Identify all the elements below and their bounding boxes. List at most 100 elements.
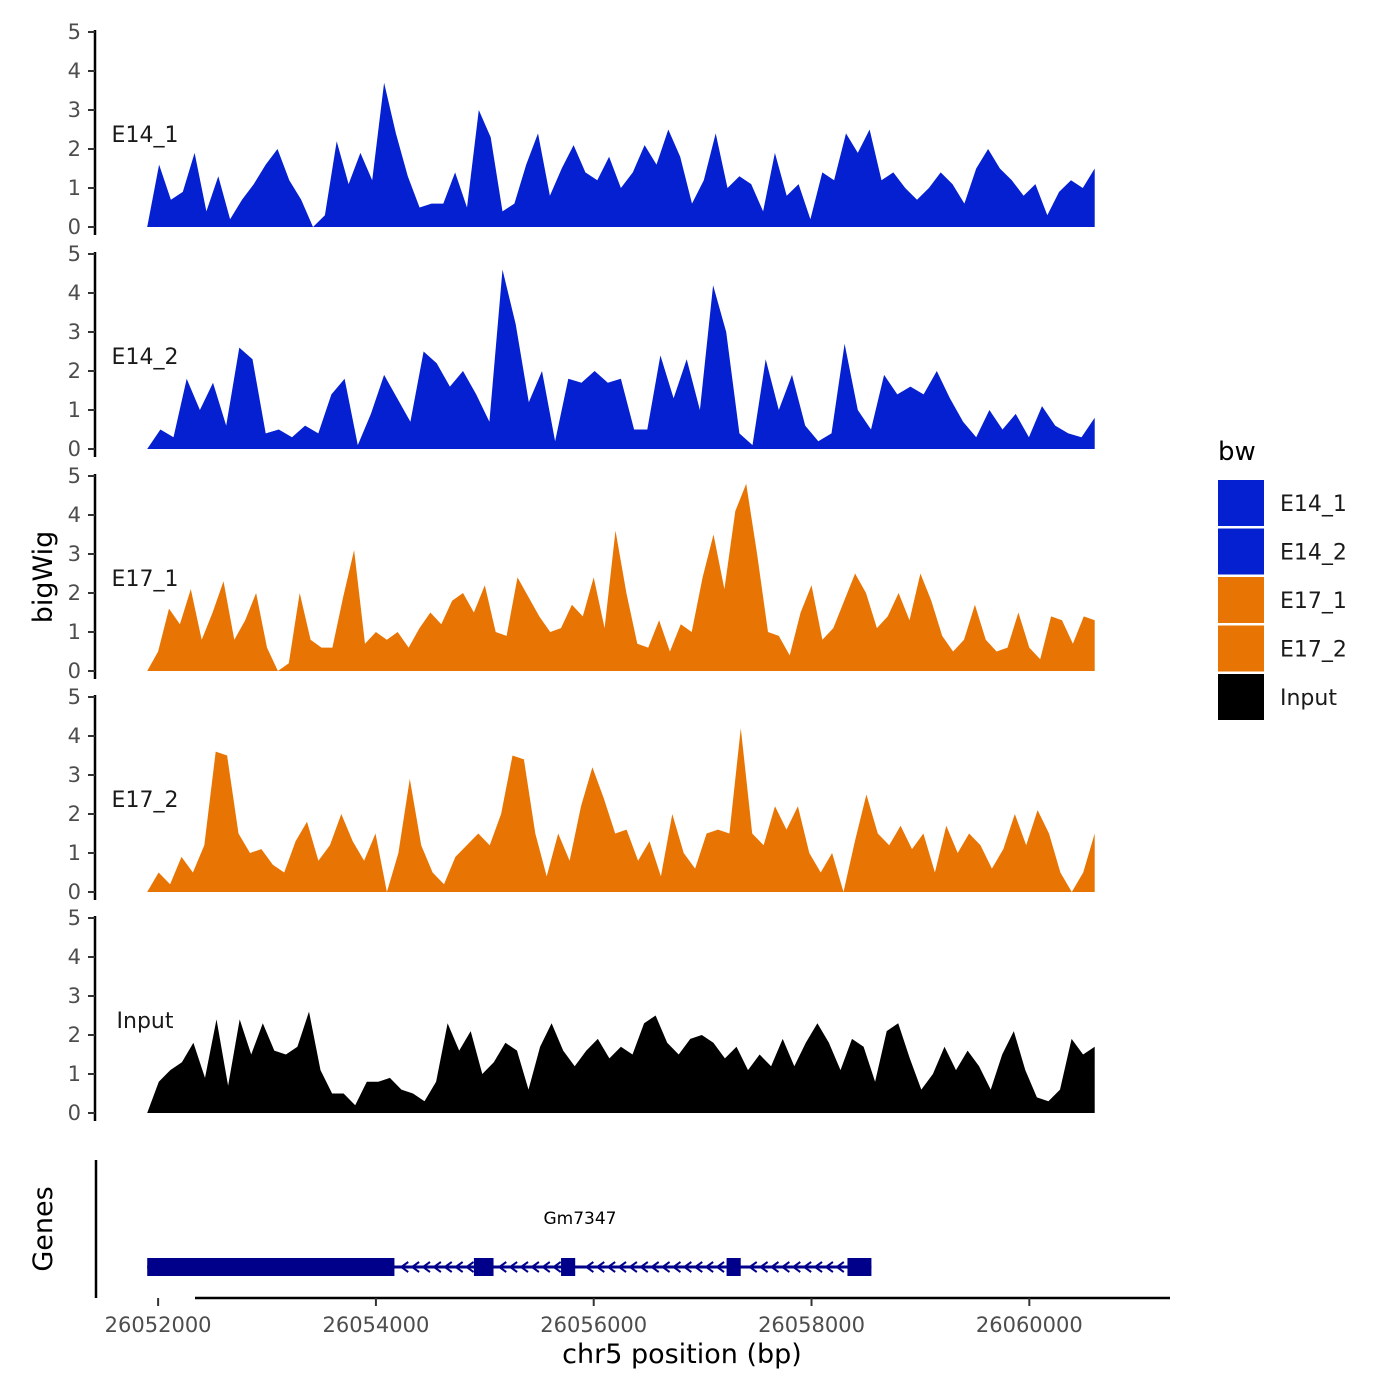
strand-arrow bbox=[835, 1261, 845, 1273]
y-tick-label: 4 bbox=[68, 59, 81, 83]
y-tick-label: 2 bbox=[68, 359, 81, 383]
gene-exon bbox=[473, 1258, 494, 1276]
strand-arrow bbox=[791, 1261, 801, 1273]
y-tick-label: 1 bbox=[68, 398, 81, 422]
legend-swatch bbox=[1218, 577, 1264, 623]
legend-title: bw bbox=[1218, 437, 1256, 467]
signal-tracks: 0 1 2 3 4 5 E14_1 0 1 2 3 4 5 E14_2 0 1 2 3 4 5 E17_1 0 1 2 3 4 5 E… bbox=[68, 20, 1095, 1125]
strand-arrow bbox=[410, 1261, 420, 1273]
legend: bw E14_1 E14_2 E17_1 E17_2 Input bbox=[1218, 437, 1347, 720]
track-label: E14_1 bbox=[112, 123, 179, 148]
signal-area-e14-1 bbox=[147, 82, 1095, 227]
strand-arrow bbox=[693, 1261, 703, 1273]
strand-arrow bbox=[519, 1261, 529, 1273]
y-tick-label: 1 bbox=[68, 176, 81, 200]
y-tick-label: 3 bbox=[68, 763, 81, 787]
gene-strand-arrows bbox=[399, 1261, 845, 1273]
strand-arrow bbox=[453, 1261, 464, 1273]
strand-arrow bbox=[497, 1261, 507, 1273]
x-tick-label: 26058000 bbox=[758, 1313, 865, 1337]
strand-arrow bbox=[628, 1261, 638, 1273]
x-tick-label: 26060000 bbox=[976, 1313, 1083, 1337]
y-tick-label: 3 bbox=[68, 542, 81, 566]
strand-arrow bbox=[421, 1261, 431, 1273]
gene-exon bbox=[726, 1258, 741, 1276]
y-tick-label: 3 bbox=[68, 98, 81, 122]
track-e17-1: 0 1 2 3 4 5 E17_1 bbox=[68, 464, 1095, 683]
y-tick-label: 5 bbox=[68, 20, 81, 44]
legend-label: E14_2 bbox=[1280, 541, 1347, 566]
strand-arrow bbox=[530, 1261, 540, 1273]
x-tick-label: 26052000 bbox=[105, 1313, 212, 1337]
strand-arrow bbox=[399, 1261, 409, 1273]
strand-arrow bbox=[551, 1261, 562, 1273]
strand-arrow bbox=[824, 1261, 834, 1273]
legend-label: Input bbox=[1280, 686, 1337, 711]
gene-exons bbox=[147, 1258, 872, 1276]
strand-arrow bbox=[747, 1261, 758, 1273]
strand-arrow bbox=[617, 1261, 627, 1273]
legend-label: E17_1 bbox=[1280, 589, 1347, 614]
gene-label: Gm7347 bbox=[544, 1209, 617, 1229]
track-label: E17_2 bbox=[112, 788, 179, 813]
strand-arrow bbox=[758, 1261, 769, 1273]
y-tick-label: 4 bbox=[68, 945, 81, 969]
y-tick-label: 5 bbox=[68, 685, 81, 709]
y-tick-label: 1 bbox=[68, 620, 81, 644]
strand-arrow bbox=[443, 1261, 453, 1273]
strand-arrow bbox=[508, 1261, 518, 1273]
gene-exon bbox=[561, 1258, 576, 1276]
y-tick-label: 0 bbox=[68, 215, 81, 239]
strand-arrow bbox=[769, 1261, 780, 1273]
x-axis: 26052000 26054000 26056000 26058000 26060000… bbox=[105, 1296, 1170, 1370]
y-tick-label: 2 bbox=[68, 802, 81, 826]
y-tick-label: 5 bbox=[68, 464, 81, 488]
y-tick-label: 4 bbox=[68, 281, 81, 305]
x-tick-label: 26054000 bbox=[322, 1313, 429, 1337]
x-axis-title: chr5 position (bp) bbox=[562, 1339, 802, 1370]
y-tick-label: 3 bbox=[68, 320, 81, 344]
strand-arrow bbox=[671, 1261, 682, 1273]
strand-arrow bbox=[649, 1261, 660, 1273]
y-tick-label: 0 bbox=[68, 880, 81, 904]
gene-track-title: Genes bbox=[28, 1186, 59, 1271]
track-e14-1: 0 1 2 3 4 5 E14_1 bbox=[68, 20, 1095, 239]
strand-arrow bbox=[704, 1261, 714, 1273]
y-tick-label: 3 bbox=[68, 984, 81, 1008]
legend-swatch bbox=[1218, 674, 1264, 720]
track-label: E17_1 bbox=[112, 567, 179, 592]
y-tick-label: 2 bbox=[68, 1023, 81, 1047]
y-tick-label: 5 bbox=[68, 906, 81, 930]
y-tick-label: 1 bbox=[68, 841, 81, 865]
track-input: 0 1 2 3 4 5 Input bbox=[68, 906, 1095, 1125]
legend-swatch bbox=[1218, 625, 1264, 672]
y-tick-label: 2 bbox=[68, 581, 81, 605]
y-tick-label: 0 bbox=[68, 659, 81, 683]
strand-arrow bbox=[541, 1261, 551, 1273]
track-label: E14_2 bbox=[112, 345, 179, 370]
strand-arrow bbox=[464, 1261, 475, 1273]
gene-exon bbox=[847, 1258, 872, 1276]
strand-arrow bbox=[606, 1261, 616, 1273]
y-tick-label: 4 bbox=[68, 724, 81, 748]
x-tick-label: 26056000 bbox=[540, 1313, 647, 1337]
strand-arrow bbox=[432, 1261, 442, 1273]
legend-label: E17_2 bbox=[1280, 638, 1347, 663]
signal-area-e17-1 bbox=[147, 483, 1095, 671]
y-tick-label: 0 bbox=[68, 1101, 81, 1125]
strand-arrow bbox=[813, 1261, 823, 1273]
strand-arrow bbox=[639, 1261, 649, 1273]
y-tick-label: 4 bbox=[68, 503, 81, 527]
y-tick-label: 0 bbox=[68, 437, 81, 461]
legend-swatch bbox=[1218, 528, 1264, 575]
strand-arrow bbox=[802, 1261, 812, 1273]
legend-label: E14_1 bbox=[1280, 492, 1347, 517]
track-e17-2: 0 1 2 3 4 5 E17_2 bbox=[68, 685, 1095, 904]
strand-arrow bbox=[780, 1261, 790, 1273]
signal-area-e14-2 bbox=[147, 269, 1095, 449]
strand-arrow bbox=[660, 1261, 671, 1273]
signal-area-e17-2 bbox=[147, 728, 1095, 892]
gene-track: Genes Gm7347 bbox=[28, 1160, 872, 1298]
track-label: Input bbox=[117, 1009, 174, 1034]
